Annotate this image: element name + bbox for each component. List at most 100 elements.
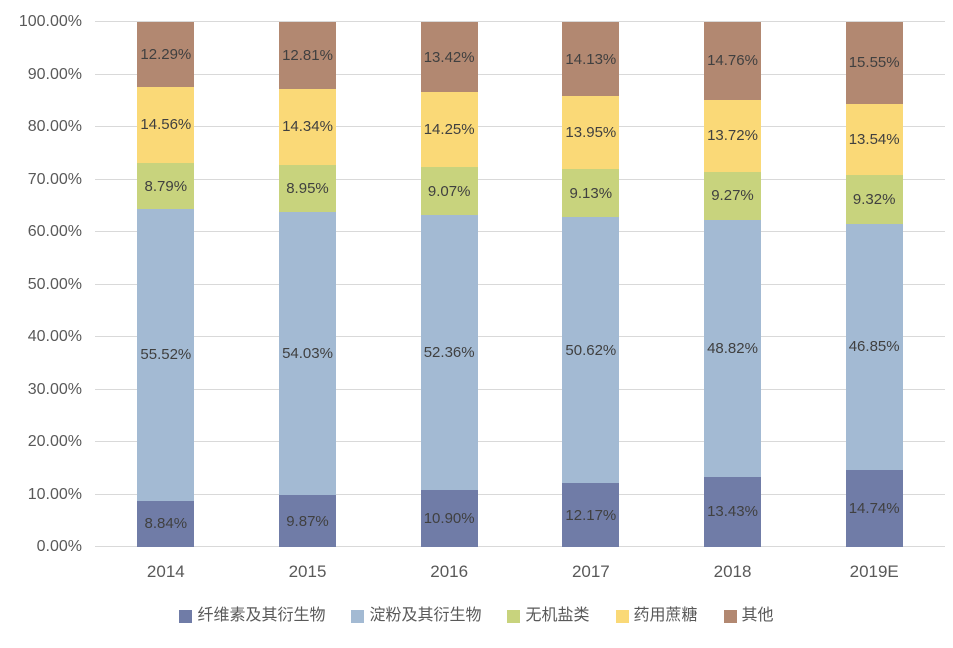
bar-segment: 9.87%	[279, 495, 336, 547]
bar-segment: 46.85%	[845, 223, 903, 470]
bar-2019E: 14.74% 46.85% 9.32% 13.54% 15.55%	[845, 22, 903, 547]
bar-segment: 12.81%	[279, 22, 336, 90]
bar-segment: 13.54%	[845, 103, 903, 175]
legend-item: 其他	[723, 608, 774, 624]
gridline	[95, 126, 945, 127]
bar-segment: 8.79%	[137, 162, 195, 210]
bar-segment: 14.13%	[562, 22, 620, 97]
data-label: 8.79%	[144, 177, 188, 195]
y-axis-tick-label: 40.00%	[27, 328, 82, 345]
data-label: 9.27%	[711, 187, 754, 205]
y-axis-tick-label: 30.00%	[27, 380, 82, 398]
legend-swatch-icon	[723, 609, 737, 623]
data-label: 15.55%	[848, 54, 900, 72]
data-label: 9.07%	[427, 182, 471, 200]
bar-segment: 52.36%	[420, 214, 478, 490]
data-label: 54.03%	[282, 344, 333, 362]
data-label: 14.56%	[140, 116, 192, 134]
bar-segment: 15.55%	[845, 22, 903, 104]
data-label: 14.74%	[848, 499, 900, 517]
bar-segment: 13.42%	[420, 22, 478, 93]
data-label: 13.54%	[848, 130, 900, 148]
bar-segment: 48.82%	[704, 220, 761, 477]
data-label: 14.25%	[423, 121, 475, 139]
y-axis-tick-label: 90.00%	[27, 65, 82, 83]
bar-segment: 9.07%	[420, 167, 478, 215]
data-label: 13.72%	[707, 127, 758, 145]
bar-segment: 9.27%	[704, 171, 761, 221]
legend-label: 淀粉及其衍生物	[369, 607, 482, 624]
bar-2015: 9.87% 54.03% 8.95% 14.34% 12.81%	[279, 22, 336, 547]
legend-label: 纤维素及其衍生物	[197, 607, 326, 624]
bar-segment: 9.32%	[845, 174, 903, 224]
x-axis-tick-label: 2017	[571, 562, 610, 581]
data-label: 12.29%	[140, 45, 192, 63]
bar-segment: 13.43%	[704, 476, 761, 547]
data-label: 55.52%	[140, 346, 192, 364]
bar-segment: 13.72%	[704, 99, 761, 172]
bar-segment: 14.74%	[845, 469, 903, 547]
y-axis-tick-label: 50.00%	[27, 275, 82, 293]
bar-segment: 13.95%	[562, 96, 620, 170]
gridline	[95, 283, 945, 285]
legend-label: 无机盐类	[525, 607, 590, 624]
bar-segment: 14.76%	[704, 22, 761, 100]
bar-2014: 8.84% 55.52% 8.79% 14.56% 12.29%	[137, 22, 195, 547]
y-axis-tick-label: 80.00%	[27, 118, 82, 135]
bar-segment: 54.03%	[279, 211, 336, 496]
data-label: 48.82%	[707, 339, 758, 357]
data-label: 52.36%	[423, 343, 475, 361]
bar-segment: 50.62%	[562, 217, 620, 484]
data-label: 14.34%	[282, 118, 333, 136]
gridline	[95, 73, 945, 75]
bar-segment: 12.17%	[562, 483, 620, 547]
legend-swatch-icon	[179, 609, 193, 623]
data-label: 50.62%	[565, 341, 617, 359]
data-label: 9.32%	[852, 190, 896, 208]
y-axis-tick-label: 20.00%	[27, 433, 82, 450]
data-label: 13.43%	[707, 503, 758, 521]
data-label: 12.81%	[282, 47, 333, 65]
legend: 纤维素及其衍生物 淀粉及其衍生物 无机盐类 药用蔗糖 其他	[0, 608, 953, 624]
bar-segment: 12.29%	[137, 22, 195, 87]
x-axis-tick-label: 2015	[288, 562, 327, 581]
gridline	[95, 546, 945, 547]
y-axis-tick-label: 10.00%	[27, 485, 82, 503]
data-label: 14.13%	[565, 50, 617, 68]
bar-segment: 8.84%	[137, 500, 195, 547]
bar-segment: 14.56%	[137, 86, 195, 163]
data-label: 13.42%	[423, 48, 475, 66]
y-axis-tick-label: 100.00%	[18, 13, 82, 30]
x-axis: 2014 2015 2016 2017 2018 2019E	[95, 560, 945, 584]
y-axis-tick-label: 60.00%	[27, 223, 82, 240]
bar-segment: 14.34%	[279, 89, 336, 165]
data-label: 13.95%	[565, 124, 617, 142]
data-label: 9.13%	[569, 184, 613, 202]
bar-2018: 13.43% 48.82% 9.27% 13.72% 14.76%	[704, 22, 761, 547]
gridline	[95, 336, 945, 337]
data-label: 8.84%	[144, 515, 188, 533]
x-axis-tick-label: 2016	[430, 562, 469, 581]
data-label: 8.95%	[286, 179, 329, 197]
legend-label: 药用蔗糖	[633, 607, 698, 624]
data-label: 46.85%	[848, 338, 900, 356]
gridline	[95, 178, 945, 180]
legend-swatch-icon	[351, 609, 365, 623]
legend-item: 药用蔗糖	[615, 607, 698, 624]
bar-segment: 10.90%	[420, 489, 478, 547]
bar-segment: 8.95%	[279, 164, 336, 212]
legend-item: 纤维素及其衍生物	[179, 608, 325, 624]
bar-segment: 14.25%	[420, 92, 478, 168]
bar-2016: 10.90% 52.36% 9.07% 14.25% 13.42%	[420, 22, 478, 547]
gridline	[95, 231, 945, 232]
bar-segment: 9.13%	[562, 169, 620, 218]
y-axis-tick-label: 70.00%	[27, 170, 82, 188]
gridline	[95, 388, 945, 390]
data-label: 10.90%	[423, 509, 475, 527]
gridline	[95, 441, 945, 442]
y-axis-tick-label: 0.00%	[36, 538, 82, 555]
data-label: 9.87%	[286, 512, 329, 530]
x-axis-tick-label: 2019E	[849, 562, 899, 581]
data-label: 14.76%	[707, 52, 758, 70]
